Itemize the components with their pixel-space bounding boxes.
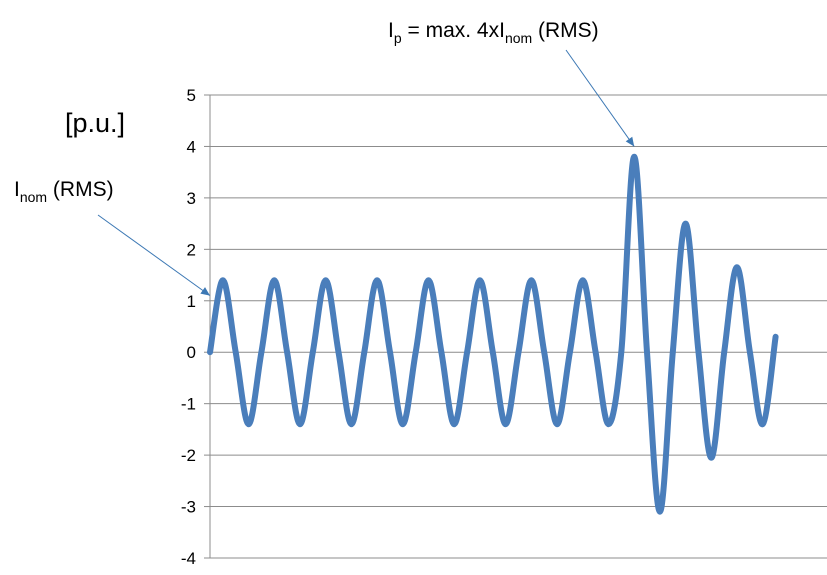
annotation-inom-base: I xyxy=(14,178,20,201)
annotation-inom-rest: (RMS) xyxy=(47,178,114,201)
annotation-inom-sub: nom xyxy=(20,189,47,205)
y-tick-label: 5 xyxy=(187,86,196,105)
annotation-ip-base: I xyxy=(388,19,394,42)
svg-text:Inom (RMS): Inom (RMS) xyxy=(14,178,114,205)
annotation-inom-arrowhead xyxy=(200,287,210,296)
y-tick-label: 4 xyxy=(187,137,196,156)
annotation-ip-mid: = max. 4xI xyxy=(402,19,505,42)
annotation-ip: Ip = max. 4xInom (RMS) xyxy=(388,19,635,147)
y-axis-ticks: 5 4 3 2 1 0 -1 -2 -3 -4 xyxy=(181,86,196,568)
annotation-ip-arrow xyxy=(565,49,635,147)
annotation-ip-sub: p xyxy=(394,30,402,46)
y-tick-label: -1 xyxy=(181,395,196,414)
y-tick-label: 0 xyxy=(187,343,196,362)
annotation-inom-arrow xyxy=(97,214,211,297)
y-tick-label: 3 xyxy=(187,189,196,208)
y-tick-label: -3 xyxy=(181,498,196,517)
annotation-ip-sub2: nom xyxy=(505,30,532,46)
svg-text:Ip = max. 4xInom (RMS): Ip = max. 4xInom (RMS) xyxy=(388,19,599,46)
y-tick-label: 1 xyxy=(187,292,196,311)
series-line xyxy=(207,153,779,515)
y-tick-label: -2 xyxy=(181,446,196,465)
y-tick-label: -4 xyxy=(181,549,196,568)
annotation-ip-arrowhead xyxy=(625,136,635,147)
gridlines xyxy=(204,94,827,559)
y-axis-unit-label: [p.u.] xyxy=(65,108,125,138)
annotation-inom: Inom (RMS) xyxy=(14,178,211,297)
y-tick-label: 2 xyxy=(187,240,196,259)
annotation-ip-rest: (RMS) xyxy=(532,19,599,42)
